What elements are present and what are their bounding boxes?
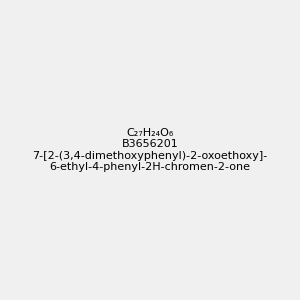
Text: C₂₇H₂₄O₆
B3656201
7-[2-(3,4-dimethoxyphenyl)-2-oxoethoxy]-
6-ethyl-4-phenyl-2H-c: C₂₇H₂₄O₆ B3656201 7-[2-(3,4-dimethoxyphe… <box>32 128 268 172</box>
